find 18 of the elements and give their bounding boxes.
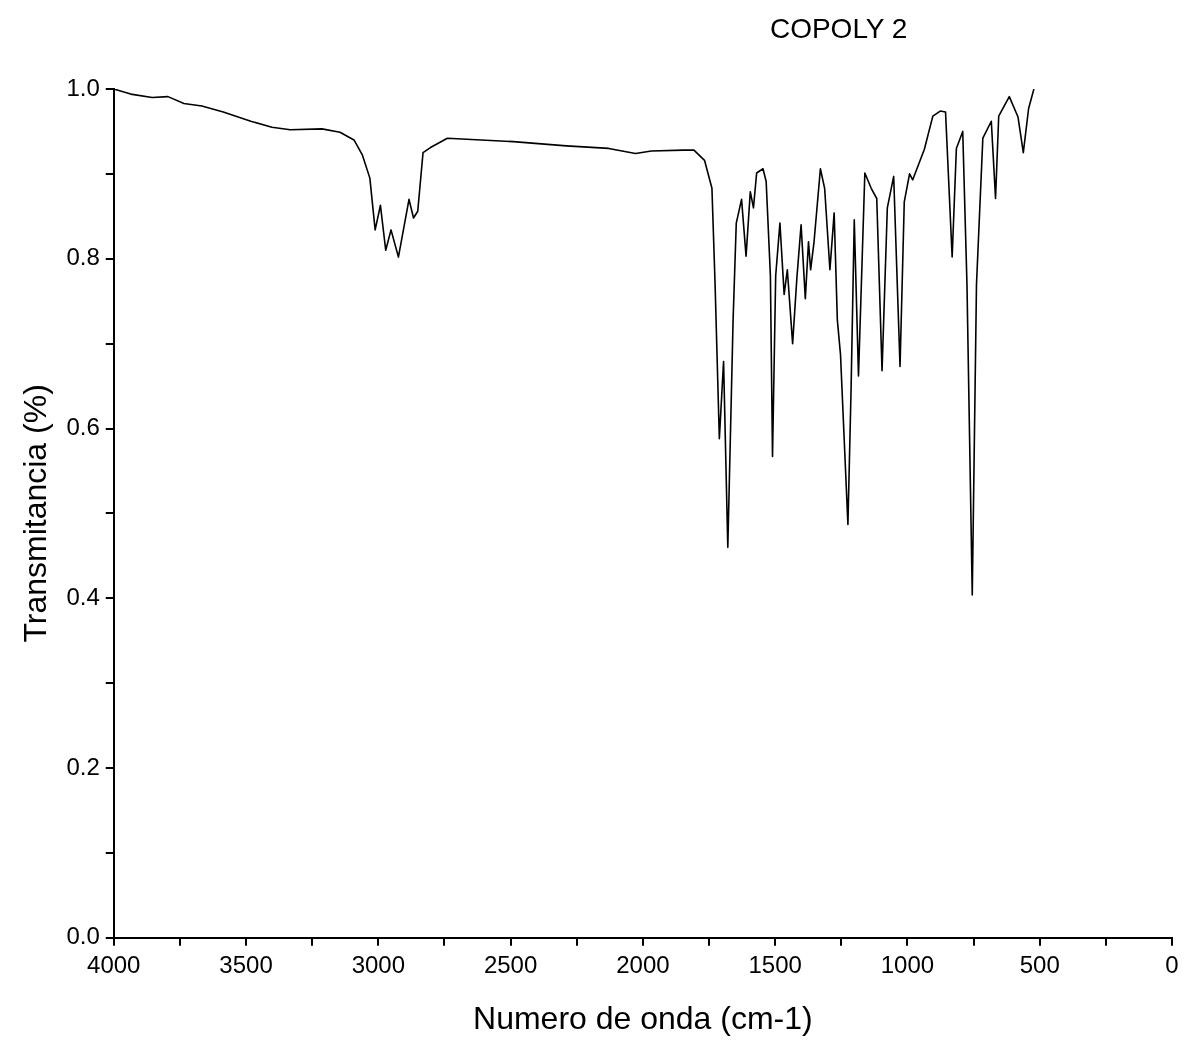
x-axis-title: Numero de onda (cm-1) bbox=[473, 999, 813, 1036]
x-tick-label: 2500 bbox=[483, 950, 538, 978]
x-tick-label: 3500 bbox=[219, 950, 273, 978]
x-tick-label: 4000 bbox=[87, 950, 141, 978]
y-tick-label: 0.8 bbox=[66, 243, 100, 271]
x-tick-label: 500 bbox=[1019, 950, 1060, 978]
y-tick-label: 0.0 bbox=[66, 922, 100, 950]
y-axis-title: Transmitancia (%) bbox=[17, 384, 54, 643]
chart-title: COPOLY 2 bbox=[769, 12, 908, 44]
y-tick-label: 0.4 bbox=[66, 582, 100, 610]
y-tick-label: 1.0 bbox=[66, 73, 100, 101]
x-tick-label: 1000 bbox=[880, 950, 935, 978]
x-tick-label: 0 bbox=[1165, 950, 1179, 978]
x-tick-label: 1500 bbox=[748, 950, 802, 978]
x-tick-label: 2000 bbox=[616, 950, 670, 978]
y-tick-label: 0.2 bbox=[66, 752, 100, 780]
x-tick-label: 3000 bbox=[351, 950, 406, 978]
y-tick-label: 0.6 bbox=[66, 413, 100, 441]
